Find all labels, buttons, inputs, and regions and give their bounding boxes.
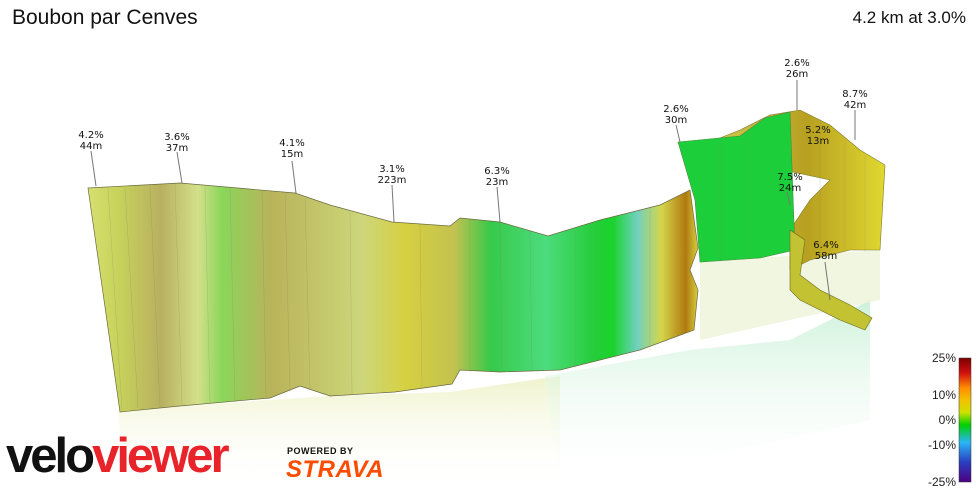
seg-label-4-length: 223m <box>378 175 407 186</box>
page-title: Boubon par Cenves <box>12 6 198 29</box>
seg-label-2-length: 37m <box>166 143 188 154</box>
logo-velo: velo <box>6 429 95 483</box>
logo-viewer: viewer <box>92 429 230 483</box>
profile-front-wall <box>87 182 699 413</box>
seg-label-10-grade: 7.5% <box>777 172 802 183</box>
seg-label-5-grade: 6.3% <box>484 166 509 177</box>
seg-label-1-length: 44m <box>80 141 102 152</box>
legend-tick-label: -10% <box>928 438 956 452</box>
seg-label-9-grade: 5.2% <box>805 125 830 136</box>
seg-label-11-grade: 6.4% <box>813 240 838 251</box>
powered-by-label: POWERED BY <box>287 446 354 456</box>
profile-reflection-right <box>545 300 870 490</box>
profile-reflection-far <box>700 250 880 340</box>
seg-label-3-grade: 4.1% <box>279 138 304 149</box>
seg-label-7-grade: 2.6% <box>784 58 809 69</box>
legend-tick-label: 10% <box>932 388 956 402</box>
seg-label-11-length: 58m <box>815 251 837 262</box>
seg-label-4-grade: 3.1% <box>379 164 404 175</box>
seg-label-7-length: 26m <box>786 69 808 80</box>
strava-logo: STRAVA <box>286 456 385 483</box>
grade-stripes <box>107 120 866 411</box>
seg-label-9-length: 13m <box>807 136 829 147</box>
legend-tick-label: -25% <box>928 475 956 486</box>
legend-tick-label: 25% <box>932 351 956 365</box>
seg-label-6-length: 30m <box>665 115 687 126</box>
legend-color-bar <box>958 357 972 483</box>
profile-reflection-left <box>118 376 560 490</box>
segment-summary: 4.2 km at 3.0% <box>852 8 966 27</box>
seg-label-6-grade: 2.6% <box>663 104 688 115</box>
gradient-legend: 25% 10% 0% -10% -25% <box>928 351 972 486</box>
seg-label-2-grade: 3.6% <box>164 132 189 143</box>
label-leaders <box>90 80 856 301</box>
seg-label-8-grade: 8.7% <box>842 89 867 100</box>
seg-label-10-length: 24m <box>779 183 801 194</box>
segment-labels: 4.2% 44m 3.6% 37m 4.1% 15m 3.1% 223m 6.3… <box>78 58 867 262</box>
profile-hairpin <box>789 229 873 331</box>
seg-label-1-grade: 4.2% <box>78 130 103 141</box>
seg-label-8-length: 42m <box>844 100 866 111</box>
seg-label-5-length: 23m <box>486 177 508 188</box>
seg-label-3-length: 15m <box>281 149 303 160</box>
legend-tick-label: 0% <box>939 413 957 427</box>
